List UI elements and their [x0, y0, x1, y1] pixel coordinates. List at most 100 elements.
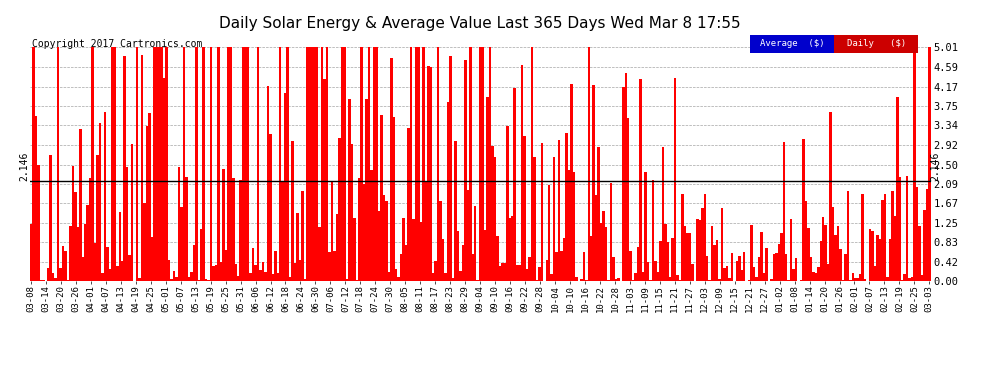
Bar	[208, 280, 210, 281]
Bar	[121, 261, 124, 281]
Bar	[820, 242, 822, 281]
Bar	[494, 157, 496, 281]
Bar	[435, 261, 437, 281]
Bar	[519, 266, 521, 281]
Bar	[612, 256, 615, 281]
Bar	[869, 230, 871, 281]
Bar	[178, 167, 180, 281]
Bar	[686, 233, 689, 281]
Bar	[484, 230, 486, 281]
Bar	[89, 178, 91, 281]
Bar	[471, 254, 474, 281]
Bar	[50, 155, 51, 281]
Bar	[469, 47, 471, 281]
Bar	[350, 144, 353, 281]
Bar	[109, 269, 111, 281]
Bar	[339, 138, 341, 281]
Bar	[304, 279, 306, 281]
Bar	[445, 273, 446, 281]
Bar	[785, 254, 787, 281]
Bar	[822, 217, 825, 281]
Bar	[669, 276, 671, 281]
Bar	[217, 47, 220, 281]
Bar	[622, 87, 625, 281]
Bar	[309, 47, 311, 281]
Bar	[610, 183, 612, 281]
Bar	[129, 255, 131, 281]
Bar	[632, 280, 635, 281]
Bar	[96, 155, 99, 281]
Bar	[141, 55, 144, 281]
Bar	[585, 280, 587, 281]
Bar	[555, 252, 558, 281]
Bar	[173, 271, 175, 281]
Bar	[592, 85, 595, 281]
Bar	[311, 47, 314, 281]
Bar	[671, 238, 674, 281]
Bar	[365, 99, 368, 281]
Bar	[466, 190, 469, 281]
Bar	[227, 47, 230, 281]
Bar	[602, 211, 605, 281]
Bar	[496, 236, 499, 281]
Bar	[449, 56, 451, 281]
Bar	[240, 180, 242, 281]
Bar	[144, 203, 146, 281]
Bar	[531, 47, 534, 281]
Bar	[254, 265, 256, 281]
Bar	[296, 213, 299, 281]
Bar	[190, 272, 193, 281]
Bar	[684, 226, 686, 281]
Bar	[341, 47, 344, 281]
Bar	[651, 180, 654, 281]
Bar	[782, 141, 785, 281]
Bar	[281, 182, 284, 281]
Bar	[929, 47, 931, 281]
Bar	[360, 47, 363, 281]
Bar	[346, 279, 348, 281]
Bar	[871, 231, 874, 281]
Bar	[136, 47, 139, 281]
Bar	[454, 141, 456, 281]
Bar	[124, 56, 126, 281]
Bar	[64, 251, 66, 281]
Bar	[481, 47, 484, 281]
Bar	[111, 47, 114, 281]
Bar	[755, 277, 757, 281]
Bar	[84, 224, 86, 281]
Bar	[792, 268, 795, 281]
Bar	[153, 47, 155, 281]
Bar	[810, 257, 812, 281]
Bar	[724, 268, 726, 281]
Bar	[741, 270, 743, 281]
Bar	[464, 60, 466, 281]
Bar	[894, 216, 896, 281]
Bar	[284, 93, 286, 281]
Bar	[461, 245, 464, 281]
Bar	[32, 47, 35, 281]
Bar	[572, 172, 575, 281]
Bar	[842, 280, 844, 281]
Bar	[256, 47, 259, 281]
Bar	[846, 191, 849, 281]
Bar	[659, 240, 661, 281]
Bar	[331, 182, 334, 281]
Text: Copyright 2017 Cartronics.com: Copyright 2017 Cartronics.com	[32, 39, 202, 49]
Bar	[235, 264, 237, 281]
Bar	[116, 266, 119, 281]
Bar	[198, 280, 200, 281]
Bar	[168, 260, 170, 281]
Bar	[856, 278, 859, 281]
Bar	[597, 147, 600, 281]
Bar	[474, 206, 476, 281]
Bar	[183, 47, 185, 281]
Bar	[66, 280, 69, 281]
Bar	[646, 262, 649, 281]
Bar	[276, 273, 279, 281]
Bar	[582, 252, 585, 281]
Bar	[716, 240, 719, 281]
Bar	[711, 226, 714, 281]
Bar	[489, 47, 491, 281]
Bar	[446, 102, 449, 281]
Bar	[392, 117, 395, 281]
